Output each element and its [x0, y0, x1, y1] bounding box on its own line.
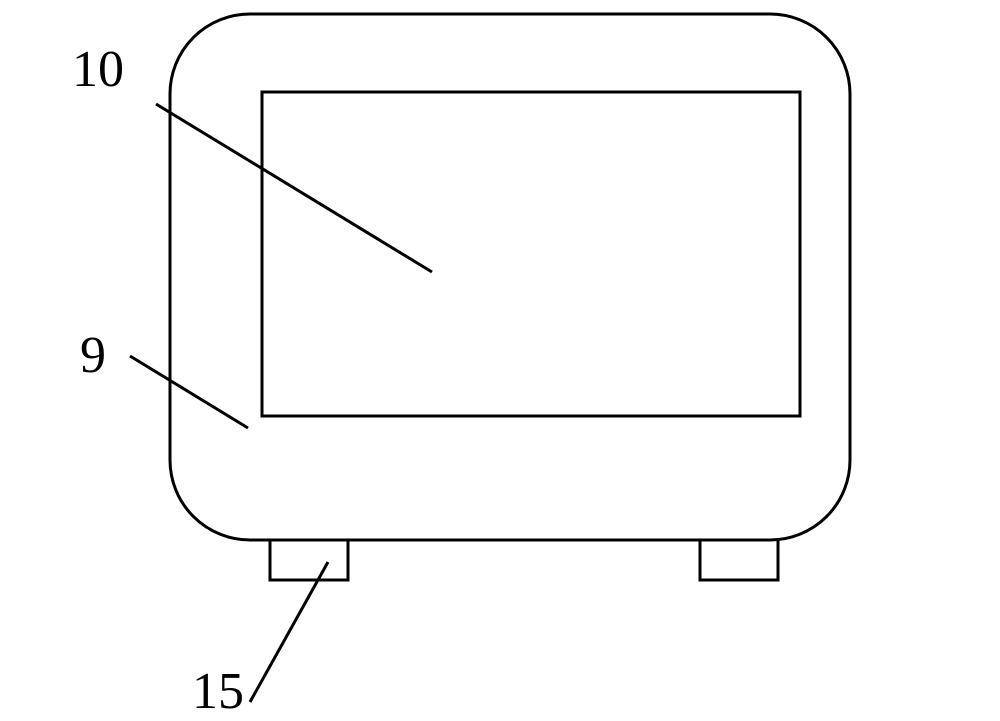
label-screen-ref: 10: [72, 40, 124, 99]
foot-left: [270, 540, 348, 580]
patent-figure: [0, 0, 1000, 718]
leader-line-foot: [250, 562, 328, 702]
label-foot-ref: 15: [192, 662, 244, 721]
leader-line-body: [130, 356, 248, 428]
foot-right: [700, 540, 778, 580]
device-screen: [262, 92, 800, 416]
leader-line-screen: [156, 104, 432, 272]
label-body-ref: 9: [80, 326, 106, 385]
